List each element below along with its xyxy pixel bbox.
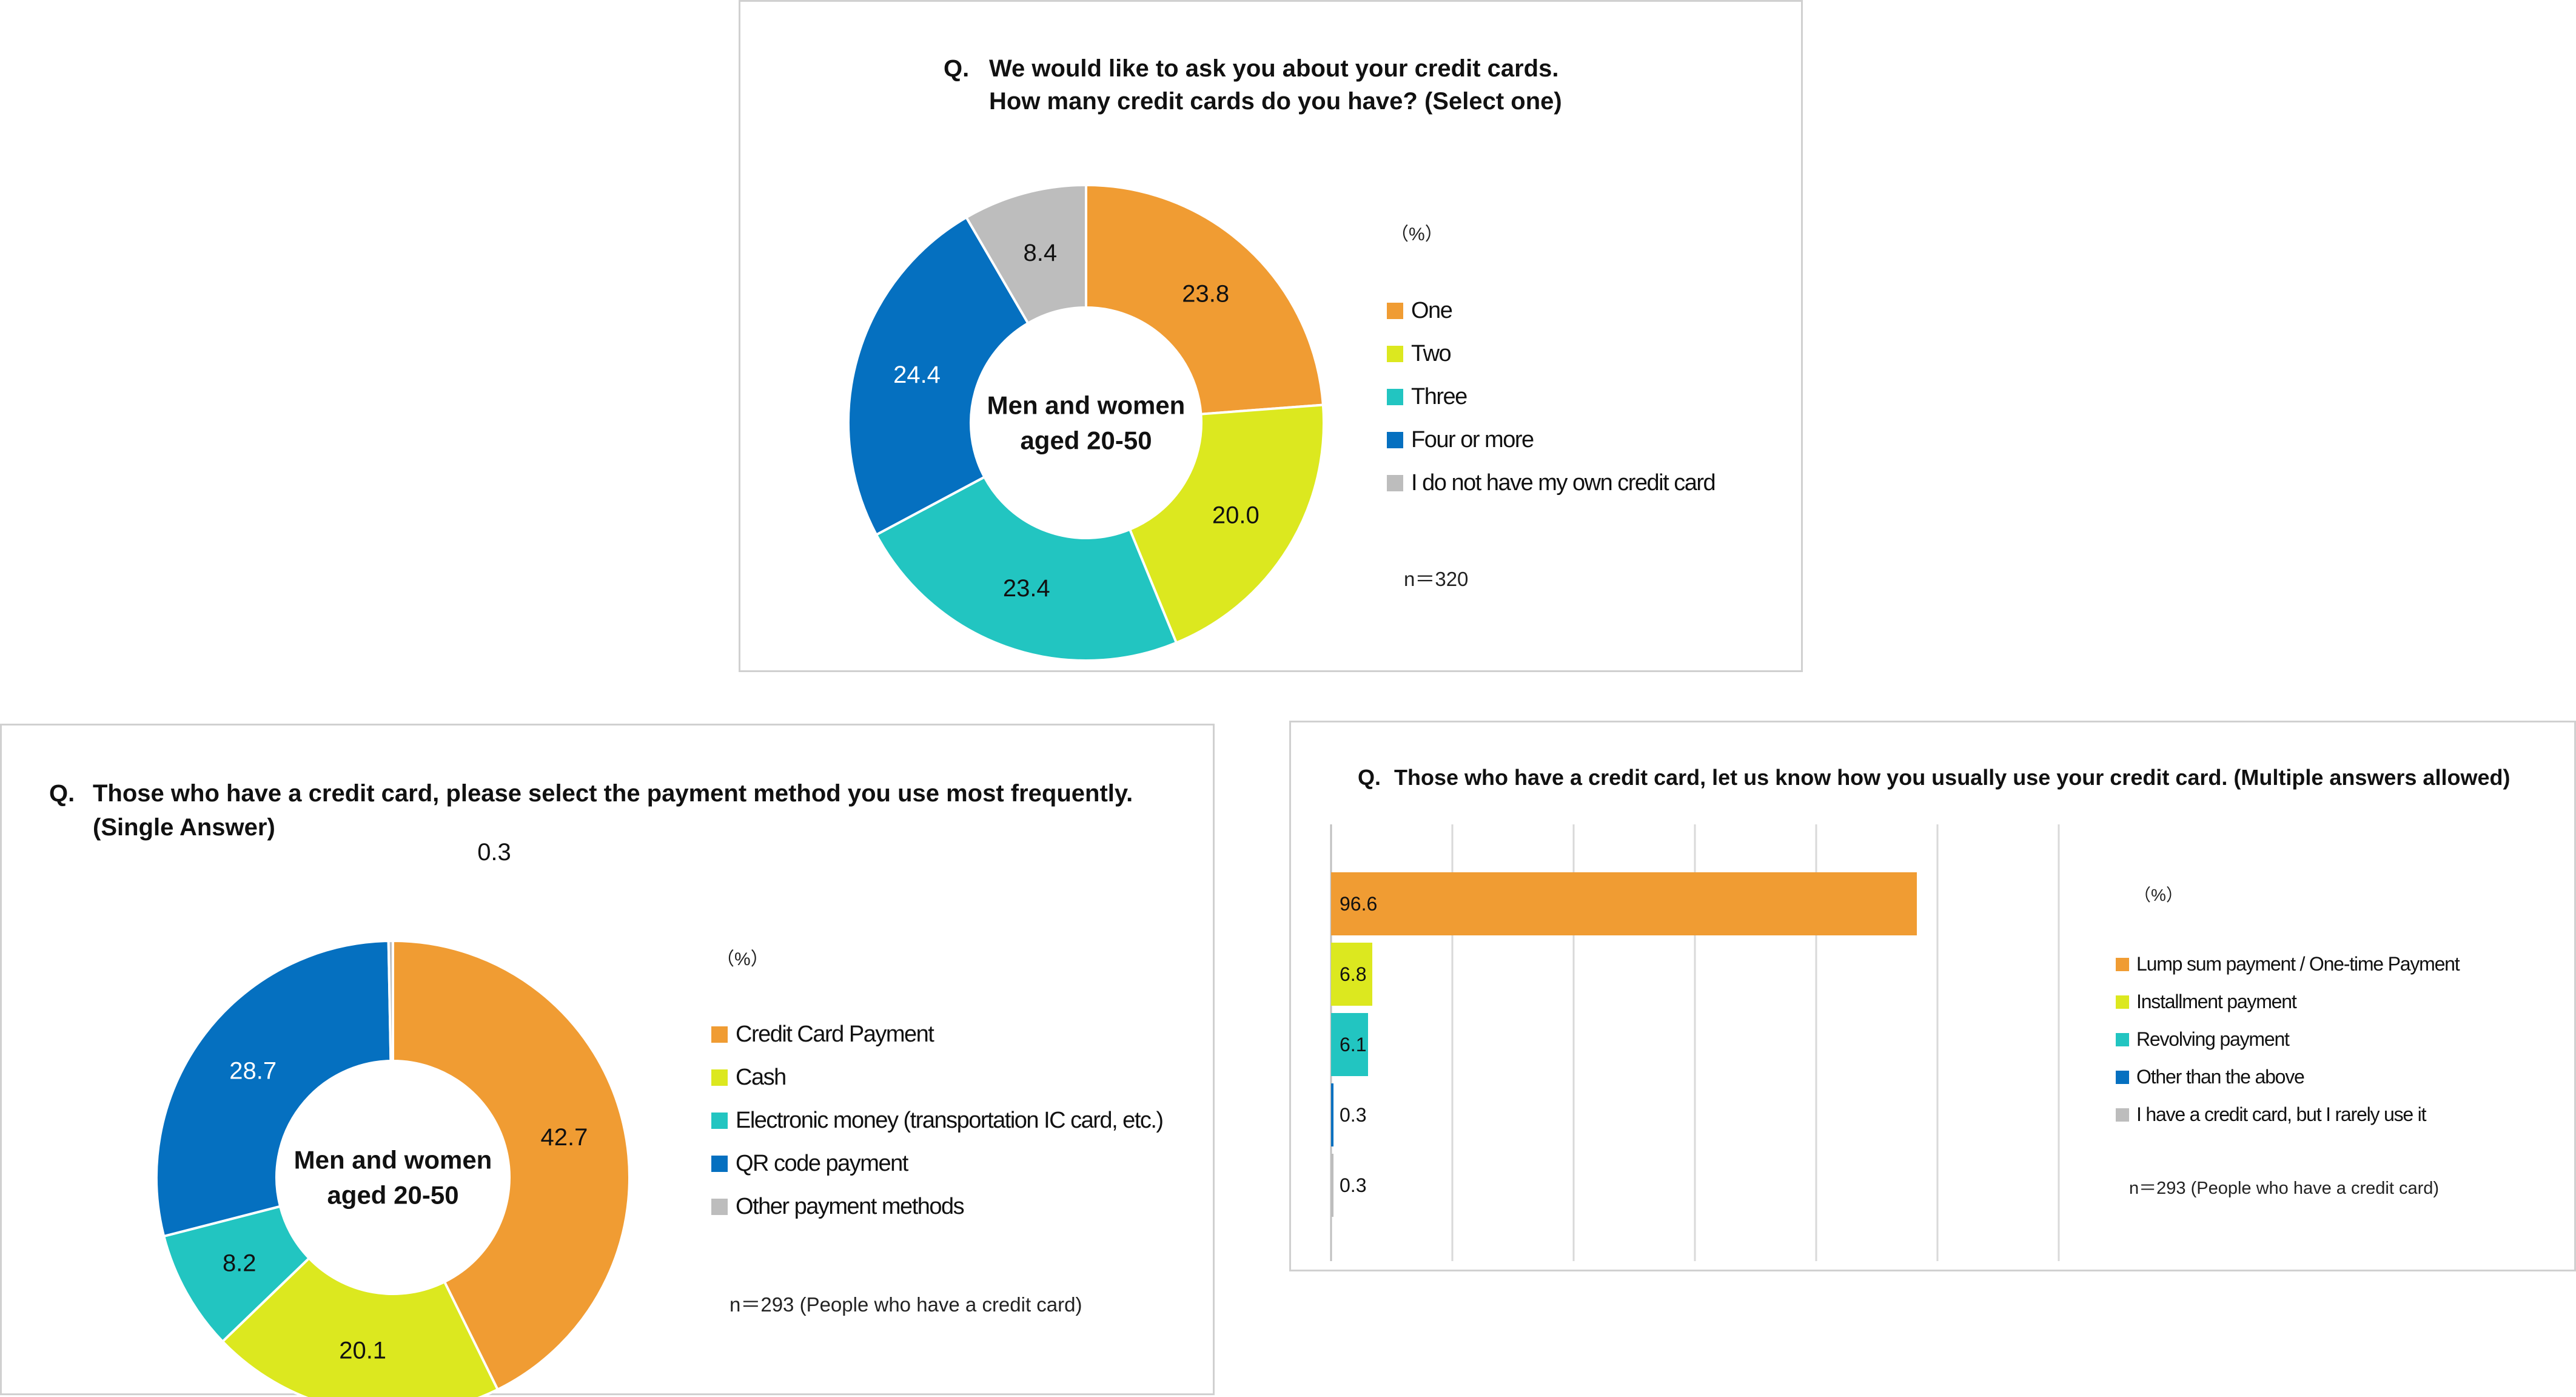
slice-value-label: 28.7 (229, 1057, 277, 1084)
legend-item-revolving-payment: Revolving payment (2116, 1028, 2290, 1051)
slice-four-or-more (847, 215, 1030, 537)
bar-value-label: 96.6 (1340, 893, 1377, 915)
donut-center-label: aged 20-50 (327, 1181, 458, 1210)
bar-revolving-payment (1331, 1013, 1368, 1076)
card-usage-bar-chart: 96.6 6.8 6.1 0.3 0.3 (1330, 824, 2060, 1261)
legend-item-installment-payment: Installment payment (2116, 991, 2297, 1013)
slice-value-label: 23.4 (1003, 575, 1050, 602)
unit-label: （%） (1390, 224, 1443, 244)
legend-swatch (1387, 389, 1403, 405)
legend-swatch (711, 1069, 728, 1086)
legend-swatch (711, 1113, 728, 1129)
donut-center-label: Men and women (987, 391, 1186, 420)
slice-cash (221, 1256, 500, 1397)
legend-item-other-payment-methods: Other payment methods (711, 1194, 965, 1220)
legend-item-three: Three (1387, 384, 1467, 410)
sample-size-note: n＝293 (People who have a credit card) (2129, 1179, 2440, 1198)
unit-label: （%） (2134, 886, 2183, 904)
bar-lump-sum-payment-one-time-payment (1331, 872, 1917, 935)
legend-label: Other payment methods (736, 1194, 965, 1219)
bar-other-than-the-above (1331, 1083, 1333, 1146)
legend-label: I do not have my own credit card (1411, 470, 1716, 496)
slice-three (874, 475, 1178, 662)
bar-value-label: 0.3 (1340, 1104, 1366, 1126)
legend-swatch (2116, 1070, 2129, 1084)
slice-two (1128, 403, 1325, 645)
sample-size-note: n＝293 (People who have a credit card) (730, 1293, 1082, 1316)
legend-label: Four or more (1411, 427, 1534, 453)
legend-swatch (2116, 995, 2129, 1009)
legend-item-cash: Cash (711, 1065, 787, 1091)
legend-label: Installment payment (2136, 991, 2297, 1012)
legend-swatch (711, 1156, 728, 1172)
card-count-donut-chart: 23.8 20.0 23.4 24.4 8.4 Men and women aged 20-… (847, 183, 1325, 662)
payment-method-panel: Q. Those who have a credit card, please … (0, 724, 1215, 1397)
slice-one (1085, 183, 1325, 416)
legend-swatch (1387, 475, 1403, 491)
legend-swatch (2116, 1108, 2129, 1122)
bar-installment-payment (1331, 943, 1372, 1006)
slice-credit-card-payment (392, 939, 631, 1392)
legend-label: Cash (736, 1065, 787, 1090)
slice-value-label: 8.2 (223, 1250, 257, 1276)
legend-item-i-have-a-credit-card-but-i-rarely-use-it: I have a credit card, but I rarely use i… (2116, 1103, 2426, 1126)
legend-item-one: One (1387, 298, 1453, 324)
question-line-2: (Single Answer) (93, 814, 275, 841)
legend-label: Credit Card Payment (736, 1022, 934, 1047)
bar-i-have-a-credit-card-but-i-rarely-use-it (1331, 1154, 1333, 1217)
question-prefix: Q. (944, 55, 970, 82)
donut-center-label: Men and women (294, 1146, 492, 1174)
legend-item-qr-code-payment: QR code payment (711, 1151, 908, 1177)
slice-value-label: 20.1 (339, 1338, 386, 1364)
legend-label: Lump sum payment / One-time Payment (2136, 953, 2460, 975)
slice-value-label: 42.7 (540, 1124, 588, 1151)
slice-value-label: 0.3 (477, 839, 511, 866)
slice-i-do-not-have-my-own-credit-card (964, 183, 1087, 325)
question-line-1: We would like to ask you about your cred… (989, 55, 1559, 82)
legend-swatch (2116, 957, 2129, 971)
sample-size-note: n＝320 (1404, 568, 1469, 590)
payment-method-donut-chart: 42.7 20.1 8.2 28.7 0.3 Men and women aged 20-5… (155, 839, 631, 1397)
legend-label: Two (1411, 341, 1452, 366)
slice-value-label: 8.4 (1024, 240, 1058, 266)
legend-label: I have a credit card, but I rarely use i… (2136, 1103, 2426, 1125)
question-prefix: Q. (1358, 765, 1381, 790)
legend-swatch (1387, 346, 1403, 362)
legend-label: One (1411, 298, 1453, 323)
legend-label: Other than the above (2136, 1066, 2305, 1088)
legend-label: QR code payment (736, 1151, 908, 1176)
legend-item-credit-card-payment: Credit Card Payment (711, 1022, 934, 1048)
slice-qr-code-payment (155, 940, 392, 1238)
bar-value-label: 0.3 (1340, 1174, 1366, 1196)
card-usage-panel: Q. Those who have a credit card, let us … (1289, 721, 2576, 1271)
legend-label: Three (1411, 384, 1467, 409)
legend-item-lump-sum-payment-one-time-payment: Lump sum payment / One-time Payment (2116, 953, 2460, 975)
slice-value-label: 20.0 (1212, 502, 1259, 528)
legend-swatch (711, 1199, 728, 1215)
legend-label: Revolving payment (2136, 1028, 2290, 1050)
legend-swatch (1387, 303, 1403, 319)
slice-value-label: 24.4 (893, 362, 941, 388)
bar-value-label: 6.1 (1340, 1034, 1366, 1055)
legend-item-two: Two (1387, 341, 1452, 367)
legend-label: Electronic money (transportation IC card… (736, 1108, 1164, 1133)
unit-label: （%） (716, 949, 769, 969)
legend-swatch (2116, 1032, 2129, 1046)
question-line-2: How many credit cards do you have? (Sele… (989, 88, 1562, 115)
donut-center-label: aged 20-50 (1020, 426, 1152, 455)
legend-swatch (1387, 432, 1403, 448)
legend-item-four-or-more: Four or more (1387, 427, 1534, 453)
slice-value-label: 23.8 (1182, 280, 1229, 307)
legend-item-other-than-the-above: Other than the above (2116, 1066, 2305, 1088)
legend-swatch (711, 1026, 728, 1043)
legend-item-electronic-money-transportation-ic-card-etc: Electronic money (transportation IC card… (711, 1108, 1164, 1134)
question-line-1: Those who have a credit card, please sel… (93, 780, 1133, 807)
slice-other-payment-methods (387, 939, 394, 1063)
card-count-panel: Q. We would like to ask you about your c… (739, 0, 1803, 672)
question-prefix: Q. (49, 780, 75, 807)
bar-value-label: 6.8 (1340, 963, 1366, 985)
legend-item-i-do-not-have-my-own-credit-card: I do not have my own credit card (1387, 470, 1716, 496)
question-line-1: Those who have a credit card, let us kno… (1394, 765, 2511, 790)
